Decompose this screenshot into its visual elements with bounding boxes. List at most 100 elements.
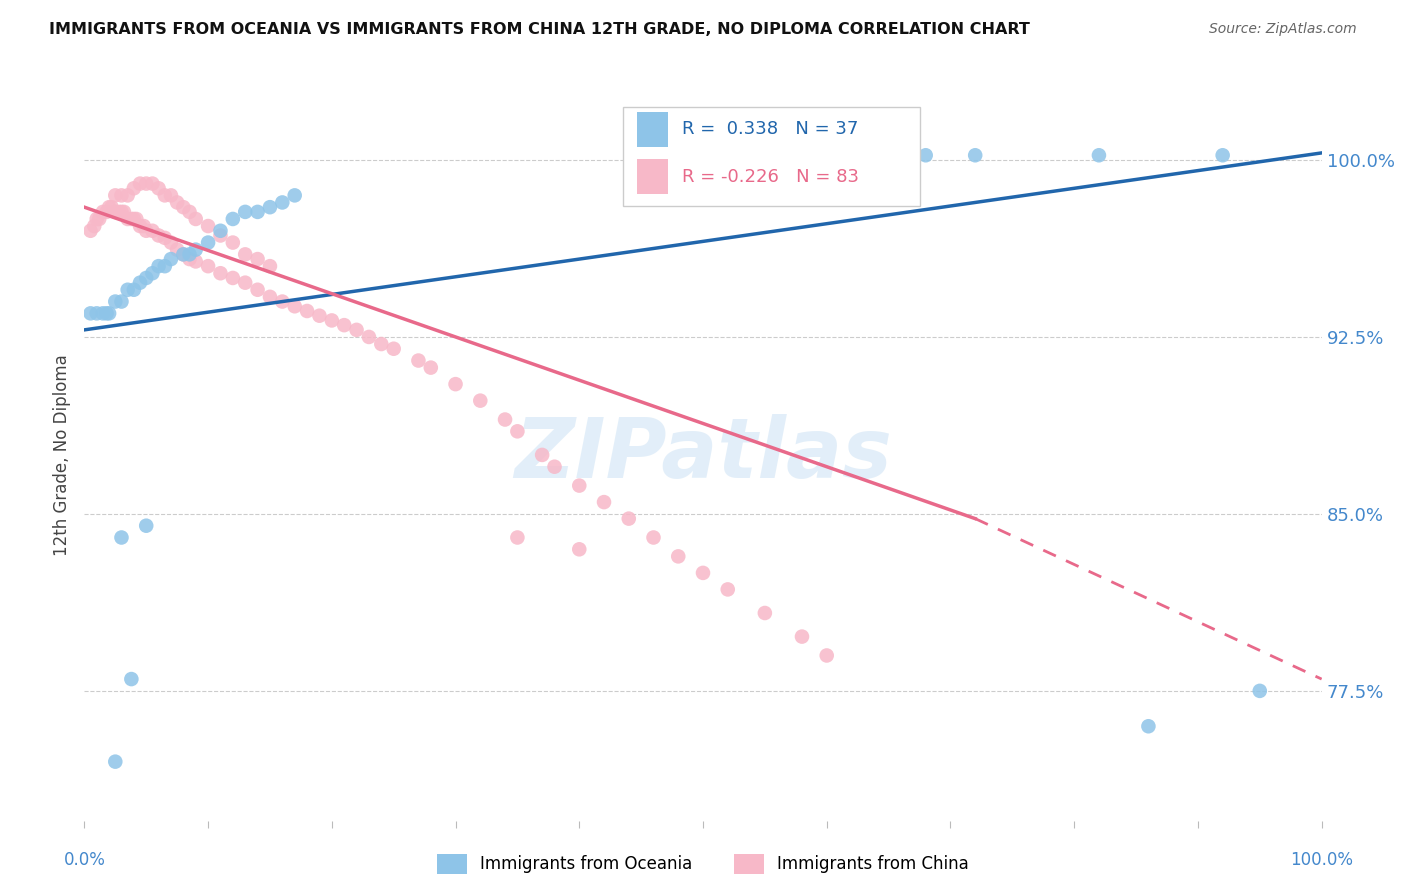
Point — [110, 205, 132, 219]
Point — [321, 313, 343, 327]
Point — [259, 290, 281, 304]
Point — [1088, 148, 1111, 162]
Point — [79, 224, 101, 238]
Text: R =  0.338   N = 37: R = 0.338 N = 37 — [682, 120, 858, 138]
Point — [233, 205, 256, 219]
Point — [790, 630, 813, 644]
Point — [135, 271, 157, 285]
Text: 100.0%: 100.0% — [1291, 851, 1353, 870]
Point — [222, 235, 245, 250]
Point — [815, 648, 838, 663]
Point — [172, 247, 194, 261]
FancyBboxPatch shape — [637, 112, 668, 147]
Point — [531, 448, 554, 462]
Point — [382, 342, 405, 356]
Point — [148, 181, 170, 195]
Point — [692, 566, 714, 580]
Point — [197, 235, 219, 250]
Point — [1137, 719, 1160, 733]
Point — [98, 200, 121, 214]
Point — [153, 231, 176, 245]
Point — [470, 393, 492, 408]
Point — [209, 224, 232, 238]
Point — [333, 318, 356, 333]
Point — [259, 200, 281, 214]
Point — [141, 177, 163, 191]
Point — [172, 200, 194, 214]
Point — [666, 549, 689, 564]
Point — [160, 252, 183, 266]
Point — [153, 259, 176, 273]
Point — [965, 148, 987, 162]
Point — [506, 531, 529, 545]
Point — [89, 211, 111, 226]
Point — [184, 243, 207, 257]
Point — [117, 211, 139, 226]
Point — [141, 224, 163, 238]
Point — [593, 495, 616, 509]
Point — [543, 459, 565, 474]
Point — [148, 259, 170, 273]
Point — [357, 330, 380, 344]
Point — [122, 283, 145, 297]
Point — [135, 518, 157, 533]
Point — [135, 224, 157, 238]
FancyBboxPatch shape — [623, 108, 920, 206]
Point — [129, 276, 152, 290]
Point — [370, 337, 392, 351]
Point — [160, 235, 183, 250]
Point — [179, 247, 201, 261]
Point — [643, 531, 665, 545]
Point — [506, 425, 529, 439]
Point — [98, 306, 121, 320]
Point — [284, 188, 307, 202]
Point — [1249, 684, 1271, 698]
Point — [568, 542, 591, 557]
Y-axis label: 12th Grade, No Diploma: 12th Grade, No Diploma — [53, 354, 72, 556]
Point — [914, 148, 936, 162]
Point — [166, 195, 188, 210]
Point — [108, 205, 131, 219]
Text: ZIPatlas: ZIPatlas — [515, 415, 891, 495]
Point — [233, 276, 256, 290]
Point — [129, 177, 152, 191]
Point — [86, 306, 108, 320]
Point — [166, 243, 188, 257]
Point — [104, 755, 127, 769]
Point — [444, 377, 467, 392]
Text: R = -0.226   N = 83: R = -0.226 N = 83 — [682, 168, 859, 186]
Text: Source: ZipAtlas.com: Source: ZipAtlas.com — [1209, 22, 1357, 37]
Point — [96, 306, 118, 320]
Point — [222, 211, 245, 226]
Point — [271, 195, 294, 210]
Text: IMMIGRANTS FROM OCEANIA VS IMMIGRANTS FROM CHINA 12TH GRADE, NO DIPLOMA CORRELAT: IMMIGRANTS FROM OCEANIA VS IMMIGRANTS FR… — [49, 22, 1031, 37]
Point — [153, 188, 176, 202]
Point — [233, 247, 256, 261]
Point — [91, 205, 114, 219]
Point — [104, 294, 127, 309]
Point — [408, 353, 430, 368]
Point — [117, 188, 139, 202]
Point — [112, 205, 135, 219]
Point — [100, 200, 122, 214]
Point — [246, 252, 269, 266]
Text: 0.0%: 0.0% — [63, 851, 105, 870]
Point — [129, 219, 152, 233]
Point — [419, 360, 441, 375]
Point — [160, 188, 183, 202]
Point — [110, 531, 132, 545]
Legend: Immigrants from Oceania, Immigrants from China: Immigrants from Oceania, Immigrants from… — [429, 846, 977, 882]
Point — [617, 511, 640, 525]
Point — [179, 205, 201, 219]
FancyBboxPatch shape — [637, 160, 668, 194]
Point — [246, 205, 269, 219]
Point — [120, 672, 142, 686]
Point — [209, 266, 232, 280]
Point — [717, 582, 740, 597]
Point — [754, 606, 776, 620]
Point — [110, 294, 132, 309]
Point — [79, 306, 101, 320]
Point — [141, 266, 163, 280]
Point — [346, 323, 368, 337]
Point — [132, 219, 155, 233]
